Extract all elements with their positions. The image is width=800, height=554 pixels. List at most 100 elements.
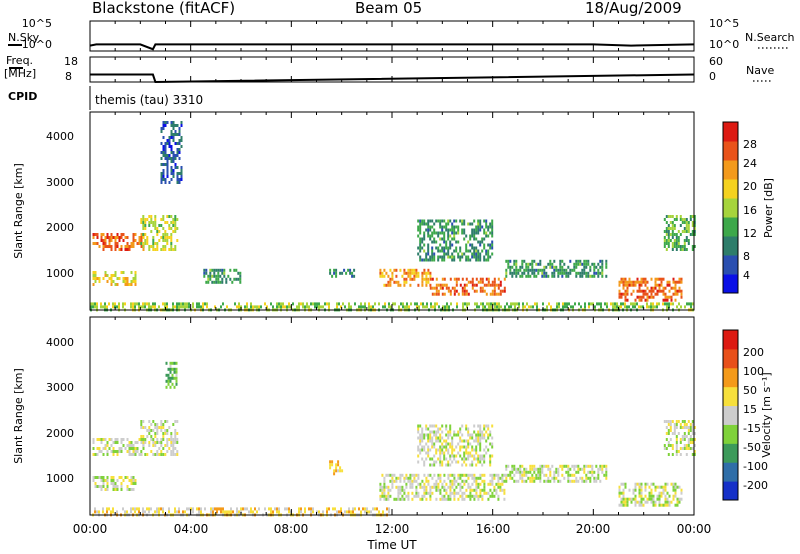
heatmap-cell (491, 436, 494, 440)
heatmap-cell (128, 453, 131, 456)
heatmap-cell (92, 283, 95, 286)
heatmap-cell (329, 271, 332, 275)
heatmap-cell (414, 302, 416, 306)
heatmap-cell (397, 497, 400, 501)
heatmap-cell (387, 274, 390, 278)
heatmap-cell (660, 503, 663, 507)
heatmap-cell (589, 479, 592, 483)
heatmap-cell (665, 248, 668, 251)
heatmap-cell (344, 305, 346, 309)
heatmap-cell (455, 445, 458, 449)
heatmap-cell (381, 494, 384, 498)
heatmap-cell (248, 510, 250, 514)
heatmap-cell (268, 507, 270, 511)
heatmap-cell (167, 373, 170, 377)
heatmap-cell (482, 302, 484, 306)
heatmap-cell (449, 228, 452, 232)
heatmap-cell (475, 237, 478, 241)
heatmap-cell (497, 283, 500, 287)
heatmap-cell (126, 438, 129, 441)
heatmap-cell (419, 424, 422, 428)
heatmap-cell (667, 245, 670, 248)
heatmap-cell (168, 157, 171, 160)
heatmap-cell (587, 274, 590, 278)
heatmap-cell (671, 420, 674, 423)
heatmap-cell (162, 245, 165, 248)
heatmap-cell (646, 482, 649, 486)
heatmap-cell (449, 485, 452, 489)
heatmap-cell (549, 467, 552, 471)
heatmap-cell (451, 255, 454, 259)
heatmap-cell (425, 491, 428, 495)
heatmap-cell (186, 302, 188, 306)
heatmap-cell (664, 500, 667, 504)
heatmap-cell (172, 453, 175, 456)
heatmap-cell (435, 460, 438, 464)
heatmap-cell (507, 464, 510, 468)
heatmap-cell (284, 507, 286, 511)
heatmap-cell (431, 485, 434, 489)
heatmap-cell (407, 491, 410, 495)
heatmap-cell (545, 473, 548, 477)
heatmap-cell (134, 233, 137, 236)
heatmap-cell (118, 450, 121, 453)
heatmap-cell (100, 239, 103, 242)
heatmap-cell (298, 510, 300, 514)
heatmap-cell (423, 222, 426, 226)
heatmap-cell (511, 464, 514, 468)
heatmap-cell (431, 430, 434, 434)
heatmap-cell (652, 302, 654, 306)
heatmap-cell (457, 252, 460, 256)
heatmap-cell (102, 305, 104, 309)
heatmap-cell (427, 234, 430, 238)
heatmap-cell (184, 305, 186, 309)
heatmap-cell (483, 488, 486, 492)
heatmap-cell (567, 476, 570, 480)
heatmap-cell (521, 271, 524, 275)
heatmap-cell (457, 292, 460, 296)
heatmap-cell (537, 473, 540, 477)
heatmap-cell (366, 510, 368, 514)
heatmap-cell (419, 448, 422, 452)
heatmap-cell (439, 243, 442, 247)
heatmap-cell (513, 259, 516, 263)
heatmap-cell (174, 163, 177, 166)
heatmap-cell (567, 470, 570, 474)
heatmap-cell (573, 473, 576, 477)
heatmap-cell (417, 445, 420, 449)
heatmap-cell (204, 507, 206, 511)
heatmap-cell (457, 228, 460, 232)
heatmap-cell (333, 469, 336, 473)
heatmap-cell (441, 219, 444, 223)
heatmap-cell (501, 473, 504, 477)
heatmap-cell (278, 305, 280, 309)
heatmap-cell (425, 222, 428, 226)
heatmap-cell (523, 467, 526, 471)
heatmap-cell (479, 427, 482, 431)
heatmap-cell (505, 274, 508, 278)
heatmap-cell (477, 436, 480, 440)
heatmap-cell (503, 491, 506, 495)
heatmap-cell (497, 476, 500, 480)
heatmap-cell (140, 218, 143, 221)
heatmap-cell (678, 289, 681, 293)
heatmap-cell (501, 482, 504, 486)
heatmap-cell (441, 277, 444, 281)
heatmap-cell (640, 289, 643, 293)
heatmap-cell (441, 292, 444, 296)
heatmap-cell (437, 258, 440, 262)
heatmap-cell (636, 289, 639, 293)
power-ytick-4000: 4000 (46, 130, 74, 143)
heatmap-cell (417, 424, 420, 428)
colorbar-swatch (723, 160, 738, 180)
heatmap-cell (316, 305, 318, 309)
heatmap-cell (438, 305, 440, 309)
heatmap-cell (451, 231, 454, 235)
heatmap-cell (451, 491, 454, 495)
heatmap-cell (475, 463, 478, 467)
heatmap-cell (521, 262, 524, 266)
cpid-text: themis (tau) 3310 (95, 93, 203, 107)
heatmap-cell (176, 441, 179, 444)
vel-ytick-4000: 4000 (46, 336, 74, 349)
heatmap-cell (152, 453, 155, 456)
